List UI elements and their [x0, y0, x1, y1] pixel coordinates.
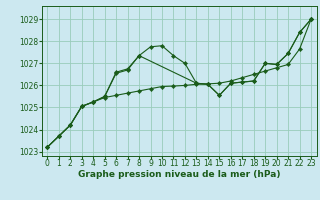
X-axis label: Graphe pression niveau de la mer (hPa): Graphe pression niveau de la mer (hPa) — [78, 170, 280, 179]
